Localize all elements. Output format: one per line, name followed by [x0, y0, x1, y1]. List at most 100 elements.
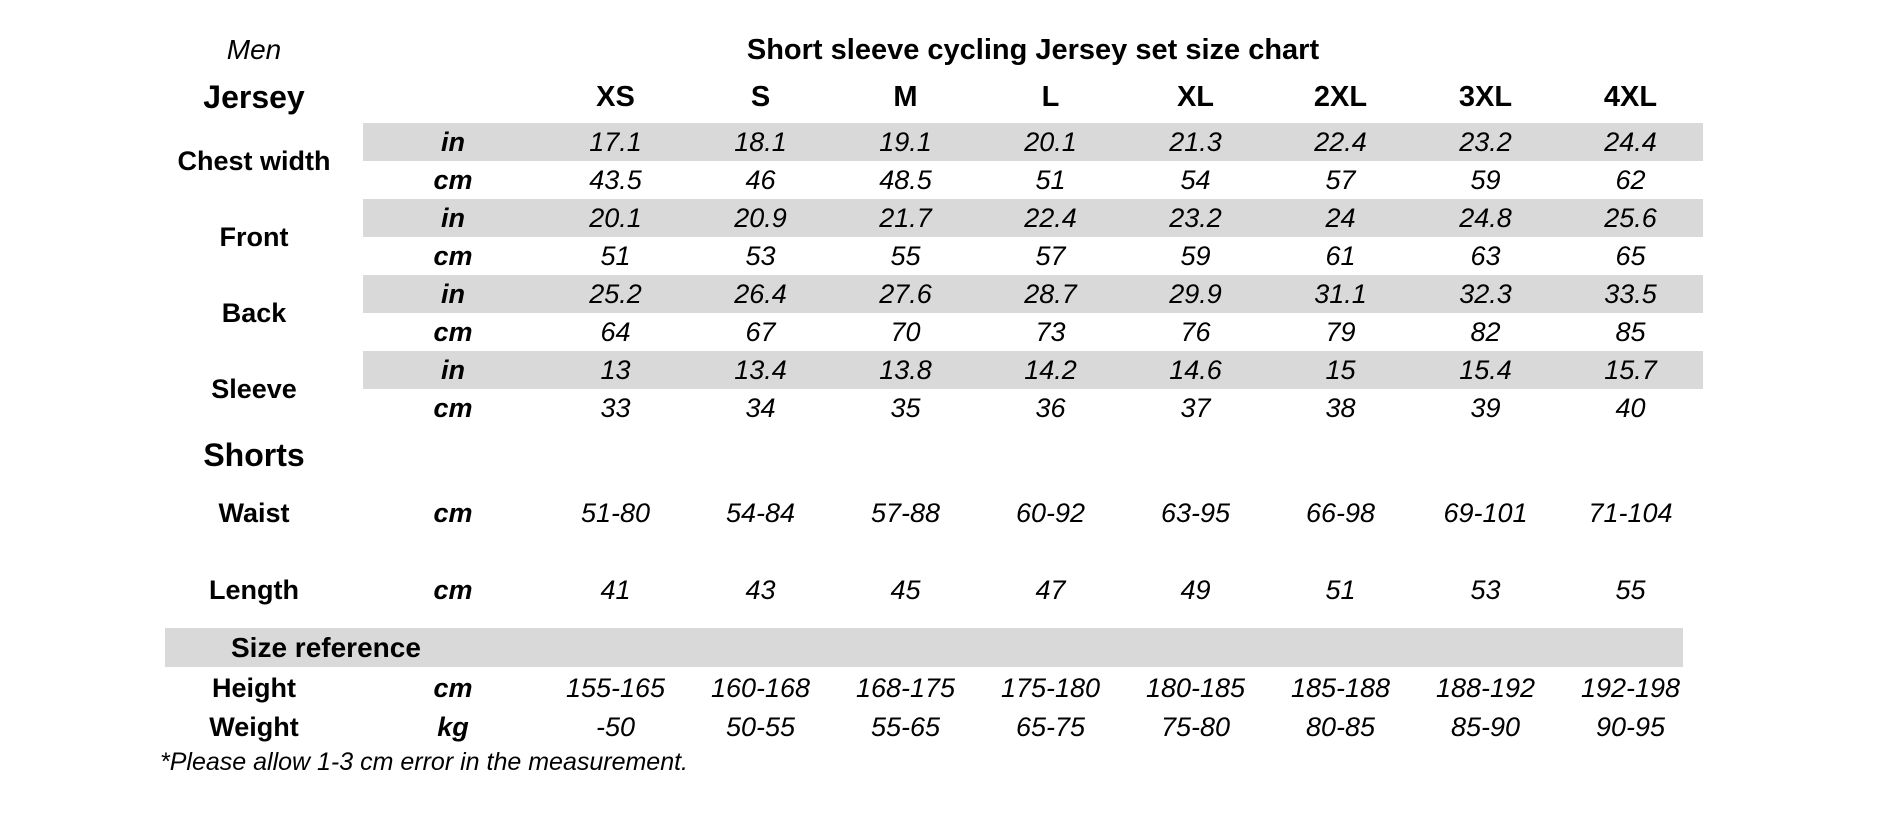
value-cell-sleeve-cm-xs: 33 [600, 392, 631, 423]
row-label-spacer [145, 237, 363, 275]
value-cell-sleeve-cm-4xl: 40 [1615, 392, 1646, 423]
value-cell-chest-width-in-s: 18.1 [688, 123, 833, 161]
unit-cell-kg: kg [437, 711, 469, 742]
value-cell-height-m: 168-175 [855, 672, 956, 703]
value-cell-chest-width-cm-2xl: 57 [1325, 164, 1356, 195]
unit-cell-cm: cm [433, 164, 473, 195]
value-cell-chest-width-in-2xl: 22.4 [1268, 123, 1413, 161]
value-cell-weight-m: 55-65 [870, 711, 941, 742]
gender-label: Men [226, 34, 282, 65]
value-cell-back-in-l: 28.7 [978, 275, 1123, 313]
value-cell-chest-width-cm-3xl: 59 [1470, 164, 1501, 195]
value-cell-front-in-3xl: 24.8 [1413, 199, 1558, 237]
value-cell-height-2xl: 185-188 [1290, 672, 1391, 703]
row-label-height: Height [212, 672, 296, 703]
unit-cell-cm: cm [433, 392, 473, 423]
value-cell-sleeve-in-l: 14.2 [978, 351, 1123, 389]
value-cell-front-cm-4xl: 65 [1615, 240, 1646, 271]
size-column-header-2xl: 2XL [1313, 80, 1368, 113]
shorts-heading: Shorts [203, 436, 305, 473]
value-cell-back-in-xs: 25.2 [543, 275, 688, 313]
value-cell-waist-2xl: 66-98 [1305, 497, 1376, 528]
sleeve-cm-row: cm 33 34 35 36 37 38 39 40 [145, 389, 1703, 427]
value-cell-front-cm-xs: 51 [600, 240, 631, 271]
size-column-header-xl: XL [1176, 80, 1215, 113]
size-column-header-4xl: 4XL [1603, 80, 1658, 113]
value-cell-back-cm-xs: 64 [600, 316, 631, 347]
value-cell-waist-s: 54-84 [725, 497, 796, 528]
value-cell-back-cm-l: 73 [1035, 316, 1066, 347]
row-label-spacer [145, 199, 363, 237]
unit-cell-cm: cm [433, 574, 473, 605]
unit-cell-cm: cm [433, 240, 473, 271]
value-cell-chest-width-in-3xl: 23.2 [1413, 123, 1558, 161]
value-cell-front-cm-2xl: 61 [1325, 240, 1356, 271]
value-cell-chest-width-cm-m: 48.5 [879, 164, 932, 195]
value-cell-length-xs: 41 [600, 574, 631, 605]
value-cell-chest-width-cm-l: 51 [1035, 164, 1066, 195]
value-cell-chest-width-in-m: 19.1 [833, 123, 978, 161]
size-column-header-3xl: 3XL [1458, 80, 1513, 113]
size-column-header-m: M [893, 80, 918, 113]
value-cell-length-4xl: 55 [1615, 574, 1646, 605]
waist-row: Waist cm 51-80 54-84 57-88 60-92 63-95 66-98 69-… [145, 494, 1703, 532]
value-cell-height-4xl: 192-198 [1580, 672, 1681, 703]
value-cell-chest-width-cm-4xl: 62 [1615, 164, 1646, 195]
value-cell-front-cm-xl: 59 [1180, 240, 1211, 271]
unit-cell-cm: cm [433, 672, 473, 703]
value-cell-front-in-xl: 23.2 [1123, 199, 1268, 237]
size-reference-band: Size reference [165, 628, 1683, 667]
footnote: *Please allow 1-3 cm error in the measur… [160, 748, 689, 776]
value-cell-front-cm-3xl: 63 [1470, 240, 1501, 271]
value-cell-front-cm-l: 57 [1035, 240, 1066, 271]
height-row: Height cm 155-165 160-168 168-175 175-180 180-… [145, 669, 1703, 707]
front-in-row: in 20.1 20.9 21.7 22.4 23.2 24 24.8 25.6 [145, 199, 1703, 237]
value-cell-height-l: 175-180 [1000, 672, 1101, 703]
row-label-back: Back [221, 297, 287, 328]
row-label-spacer [145, 275, 363, 313]
value-cell-length-3xl: 53 [1470, 574, 1501, 605]
value-cell-back-in-2xl: 31.1 [1268, 275, 1413, 313]
sleeve-in-row: in 13 13.4 13.8 14.2 14.6 15 15.4 15.7 [145, 351, 1703, 389]
value-cell-back-cm-3xl: 82 [1470, 316, 1501, 347]
value-cell-front-in-m: 21.7 [833, 199, 978, 237]
length-row: Length cm 41 43 45 47 49 51 53 55 [145, 571, 1703, 609]
unit-cell-cm: cm [433, 497, 473, 528]
back-cm-row: cm 64 67 70 73 76 79 82 85 [145, 313, 1703, 351]
size-column-header-l: L [1041, 80, 1060, 113]
value-cell-weight-xs: -50 [595, 711, 636, 742]
value-cell-length-s: 43 [745, 574, 776, 605]
size-reference-heading: Size reference [231, 631, 421, 663]
value-cell-sleeve-cm-xl: 37 [1180, 392, 1211, 423]
front-cm-row: cm 51 53 55 57 59 61 63 65 [145, 237, 1703, 275]
value-cell-back-cm-2xl: 79 [1325, 316, 1356, 347]
value-cell-length-m: 45 [890, 574, 921, 605]
value-cell-sleeve-cm-l: 36 [1035, 392, 1066, 423]
value-cell-back-cm-s: 67 [745, 316, 776, 347]
row-label-spacer [145, 161, 363, 199]
value-cell-back-cm-xl: 76 [1180, 316, 1211, 347]
value-cell-back-in-4xl: 33.5 [1558, 275, 1703, 313]
value-cell-waist-m: 57-88 [870, 497, 941, 528]
value-cell-chest-width-in-xl: 21.3 [1123, 123, 1268, 161]
value-cell-length-xl: 49 [1180, 574, 1211, 605]
unit-cell-in: in [363, 275, 543, 313]
value-cell-sleeve-cm-2xl: 38 [1325, 392, 1356, 423]
value-cell-chest-width-in-4xl: 24.4 [1558, 123, 1703, 161]
row-label-sleeve: Sleeve [211, 373, 297, 404]
value-cell-sleeve-in-2xl: 15 [1268, 351, 1413, 389]
value-cell-back-cm-4xl: 85 [1615, 316, 1646, 347]
value-cell-front-cm-m: 55 [890, 240, 921, 271]
back-in-row: in 25.2 26.4 27.6 28.7 29.9 31.1 32.3 33.5 [145, 275, 1703, 313]
value-cell-weight-3xl: 85-90 [1450, 711, 1521, 742]
value-cell-waist-xs: 51-80 [580, 497, 651, 528]
jersey-heading: Jersey [203, 78, 305, 115]
value-cell-weight-2xl: 80-85 [1305, 711, 1376, 742]
chest-width-in-row: in 17.1 18.1 19.1 20.1 21.3 22.4 23.2 24.4 [145, 123, 1703, 161]
row-label-front: Front [219, 221, 289, 252]
row-label-chest-width: Chest width [177, 145, 331, 176]
unit-cell-cm: cm [433, 316, 473, 347]
unit-cell-in: in [363, 351, 543, 389]
value-cell-height-s: 160-168 [710, 672, 811, 703]
